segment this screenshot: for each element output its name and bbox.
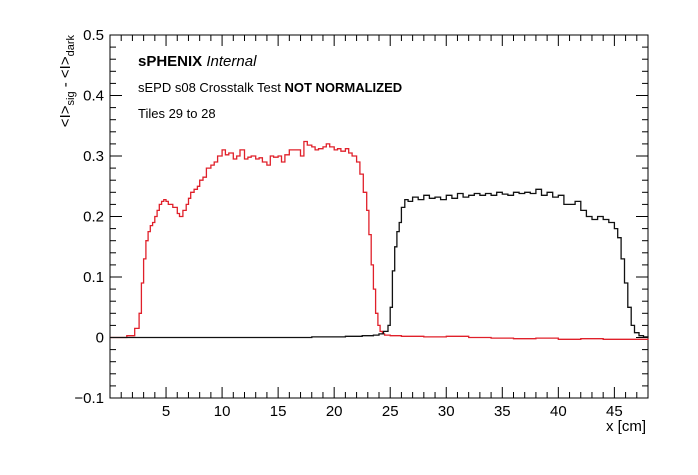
y-tick-label: 0.5 (83, 27, 104, 44)
test-annotation: sEPD s08 Crosstalk Test NOT NORMALIZED (138, 80, 402, 95)
y-axis-label-minus: - (57, 78, 74, 91)
y-tick-label: 0 (96, 330, 104, 347)
y-tick-label: 0.3 (83, 148, 104, 165)
brand-bold: sPHENIX (138, 53, 202, 70)
x-tick-label: 20 (326, 403, 343, 420)
x-axis: 5 10 15 20 25 30 35 40 45 (120, 35, 649, 420)
series-line-2 (110, 188, 649, 339)
y-axis-label-b: <I> (57, 56, 74, 78)
series-layer (110, 140, 649, 340)
brand-italic: Internal (206, 53, 257, 70)
y-axis-label-a-sub: sig (65, 91, 77, 105)
brand-annotation: sPHENIX Internal (138, 53, 257, 70)
x-tick-label: 40 (550, 403, 567, 420)
x-tick-label: 5 (162, 403, 170, 420)
x-tick-label: 15 (270, 403, 287, 420)
series-line-1 (110, 140, 649, 340)
x-tick-label: 35 (494, 403, 511, 420)
y-tick-label: 0.2 (83, 209, 104, 226)
y-tick-label: 0.4 (83, 88, 104, 105)
y-axis-label-b-sub: dark (65, 35, 77, 57)
x-axis-label: x [cm] (606, 418, 646, 435)
tiles-annotation: Tiles 29 to 28 (138, 106, 216, 121)
x-tick-label: 10 (214, 403, 231, 420)
y-axis-label-a: <I> (57, 105, 74, 127)
y-axis-label: <I>sig - <I>dark (57, 35, 77, 128)
y-tick-label: −0.1 (74, 390, 104, 407)
test-prefix: sEPD s08 Crosstalk Test (138, 80, 281, 95)
x-tick-label: 45 (606, 403, 623, 420)
x-tick-label: 30 (438, 403, 455, 420)
test-bold: NOT NORMALIZED (284, 80, 402, 95)
y-axis: −0.1 0 0.1 0.2 0.3 0.4 0.5 (74, 27, 648, 407)
y-tick-label: 0.1 (83, 269, 104, 286)
x-tick-label: 25 (382, 403, 399, 420)
